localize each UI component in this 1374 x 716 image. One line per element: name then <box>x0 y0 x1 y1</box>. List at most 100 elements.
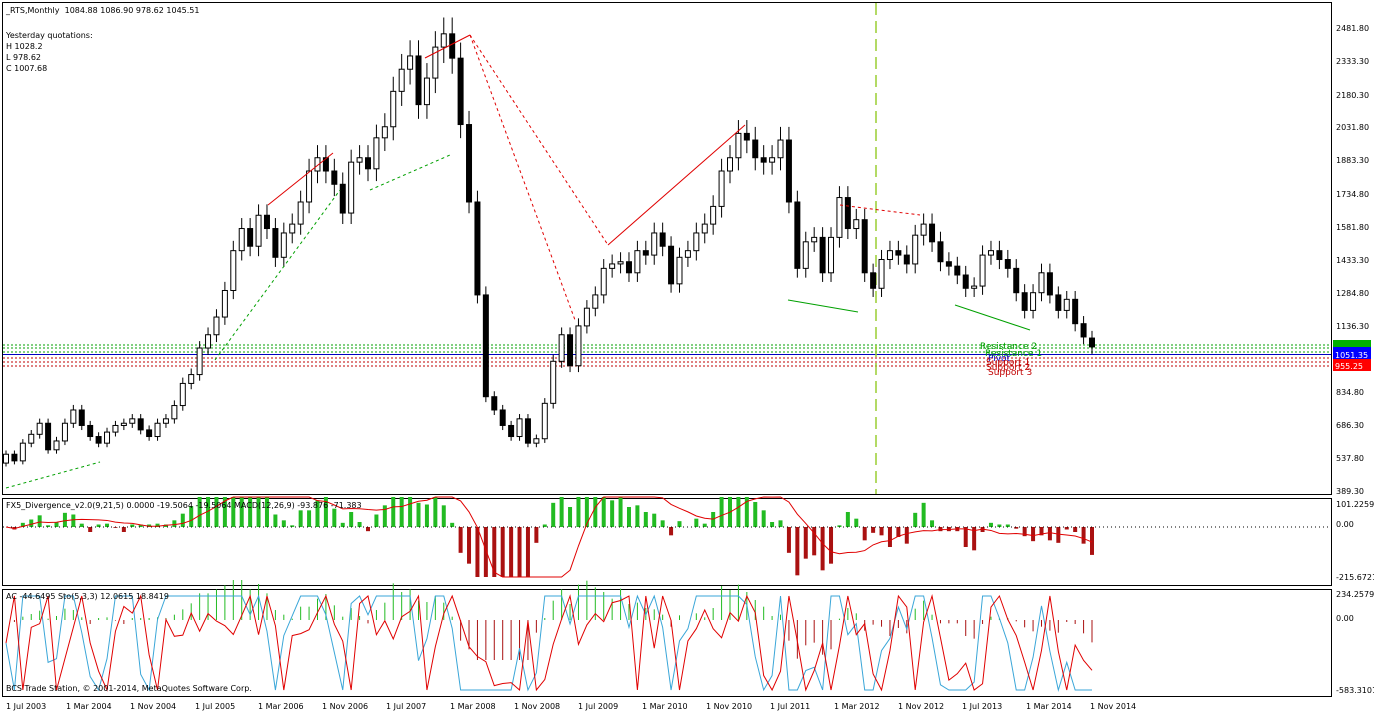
macd-bar <box>829 527 834 564</box>
copyright: BCS Trade Station, © 2001-2014, MetaQuot… <box>6 684 252 693</box>
price-axis-label: 389.30 <box>1336 487 1364 496</box>
candle-body <box>929 223 936 243</box>
candle-body <box>962 274 969 289</box>
macd-bar <box>1056 527 1061 543</box>
macd-bar <box>138 524 143 527</box>
candle-body <box>886 250 893 261</box>
candle-body <box>365 157 371 170</box>
candle-body <box>474 201 481 296</box>
main-pane[interactable] <box>2 2 1332 495</box>
time-axis-label: 1 Jul 2011 <box>770 702 811 711</box>
candle-body <box>432 46 439 79</box>
candle-body <box>398 68 405 92</box>
candle-body <box>979 254 986 287</box>
candle-body <box>1063 298 1070 311</box>
candle-body <box>752 139 759 159</box>
stochastic-pane[interactable] <box>2 589 1332 697</box>
stochastic-signal-line <box>5 594 1093 692</box>
candle-body <box>676 256 683 285</box>
macd-bar <box>803 527 808 559</box>
candle-body <box>592 294 599 309</box>
ohlc-values: 1084.88 1086.90 978.62 1045.51 <box>64 6 200 15</box>
stochastic-main-line <box>5 594 1092 692</box>
candle-body <box>937 241 944 263</box>
sto-axis-zero: 0.00 <box>1336 614 1354 623</box>
candle-body <box>912 234 919 265</box>
candle-body <box>1021 292 1028 311</box>
price-tag-blue <box>1333 347 1371 359</box>
macd-bar <box>626 507 631 527</box>
macd-bar <box>812 527 817 556</box>
candle-body <box>407 55 414 70</box>
candle-body <box>1030 292 1037 311</box>
candle-body <box>971 285 978 289</box>
stochastic-label: AC -44.6495 Sto(5,3,3) 12.0615 18.8419 <box>6 592 169 601</box>
macd-bar <box>997 524 1002 527</box>
candle-body <box>87 424 94 438</box>
candles-layer <box>3 17 1095 467</box>
macd-bar <box>408 497 413 527</box>
macd-bar <box>660 520 665 527</box>
candle-body <box>263 214 270 230</box>
candle-body <box>727 157 733 172</box>
candle-body <box>575 325 582 367</box>
macd-bar <box>357 522 362 527</box>
time-axis-label: 1 Jul 2013 <box>962 702 1003 711</box>
candle-body <box>154 422 161 438</box>
candle-body <box>777 139 784 159</box>
macd-bar <box>551 502 556 527</box>
candle-body <box>255 214 262 247</box>
macd-pane[interactable] <box>2 498 1332 586</box>
trendlines-layer <box>5 34 1031 489</box>
yesterday-high: H 1028.2 <box>6 42 43 51</box>
candle-body <box>3 453 9 464</box>
macd-bar <box>744 497 749 527</box>
macd-bar <box>1073 527 1078 532</box>
macd-bar <box>820 527 825 571</box>
trend-line <box>607 124 746 246</box>
candle-body <box>440 33 447 48</box>
macd-bar <box>576 497 581 527</box>
time-axis-label: 1 Mar 2006 <box>258 702 304 711</box>
candle-body <box>1055 294 1062 311</box>
candle-body <box>205 334 212 349</box>
candle-body <box>785 139 792 203</box>
candle-body <box>104 431 111 444</box>
yesterday-title: Yesterday quotations: <box>6 31 93 40</box>
macd-bar <box>542 524 547 527</box>
candle-body <box>238 228 245 252</box>
candle-body <box>651 232 658 256</box>
macd-bar <box>121 527 126 532</box>
level-resistance-1: Resistance 1 <box>985 349 1043 359</box>
macd-axis-bottom: -215.6721 <box>1336 573 1374 582</box>
macd-bar <box>963 527 968 547</box>
candle-body <box>743 132 750 141</box>
macd-bar <box>887 527 892 547</box>
price-axis-label: 1284.80 <box>1336 289 1370 298</box>
candle-body <box>625 261 632 274</box>
candle-body <box>188 374 195 384</box>
trend-line <box>424 34 471 59</box>
macd-bar <box>736 497 741 527</box>
price-tag-bottom: 955.25 <box>1335 362 1363 371</box>
time-axis-label: 1 Nov 2006 <box>322 702 369 711</box>
macd-bar <box>854 518 859 527</box>
candle-body <box>769 157 776 163</box>
candle-body <box>1080 323 1087 338</box>
macd-signal-line <box>5 496 1093 578</box>
time-axis-label: 1 Jul 2009 <box>578 702 619 711</box>
candle-body <box>718 170 725 207</box>
macd-bar <box>189 506 194 527</box>
macd-bar <box>450 522 455 527</box>
macd-bar <box>988 522 993 527</box>
trend-line <box>469 34 576 321</box>
macd-bar <box>1031 527 1036 542</box>
macd-bar <box>433 497 438 527</box>
candle-body <box>1046 272 1053 296</box>
macd-bar <box>467 527 472 564</box>
macd-bar <box>1022 527 1027 537</box>
candle-body <box>230 250 237 291</box>
macd-bar <box>46 525 51 527</box>
macd-bar <box>1039 527 1044 536</box>
